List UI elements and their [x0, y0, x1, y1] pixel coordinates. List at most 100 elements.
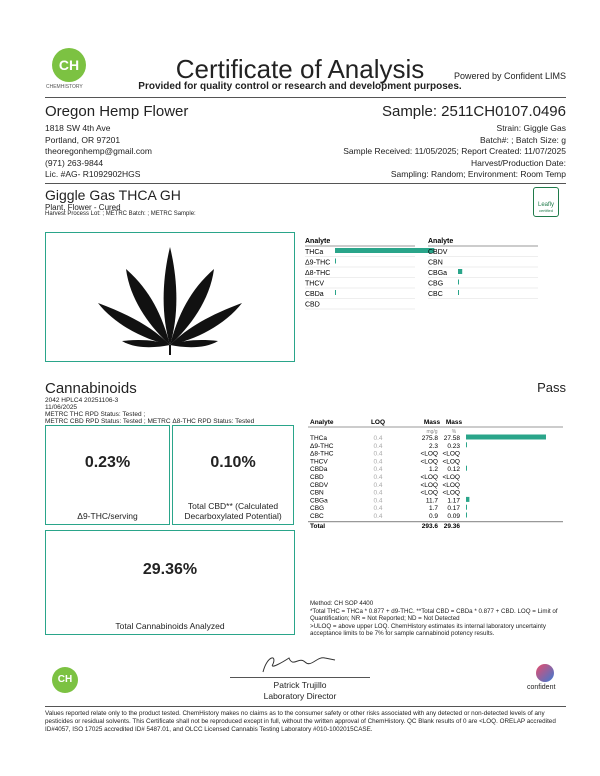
cell: 0.9 [429, 513, 438, 520]
cell: 27.58 [444, 435, 461, 442]
cell: <LOQ [442, 474, 460, 481]
summary-analyte: CBDV [428, 249, 448, 256]
line: Strain: Giggle Gas [496, 123, 566, 133]
title: Certificate of Analysis [175, 54, 425, 84]
box-value: 0.23% [84, 454, 131, 471]
cell: 0.4 [373, 451, 382, 458]
summary-header: Analyte [305, 238, 330, 245]
cell: THCa [310, 435, 327, 442]
cell: <LOQ [442, 482, 460, 489]
result-bar [466, 504, 467, 510]
cell: <LOQ [442, 451, 460, 458]
summary-bar [335, 258, 336, 264]
result-bar [466, 442, 467, 448]
box-label: Total Cannabinoids Analyzed [115, 621, 225, 631]
cell: 0.4 [373, 435, 382, 442]
summary-bar [335, 248, 435, 253]
result-bar [466, 512, 467, 518]
logo: CH [52, 48, 86, 82]
total-mass: 293.6 [422, 523, 439, 530]
summary-header: Analyte [428, 238, 453, 245]
leafly-badge: Leafly certified [533, 187, 559, 217]
column-header: Mass [424, 419, 441, 426]
line: 2042 HPLC4 20251106-3 [45, 397, 119, 404]
cell: <LOQ [442, 490, 460, 497]
cell: 1.17 [447, 497, 460, 504]
cell: 0.4 [373, 482, 382, 489]
product-lots: Harvest Process Lot: ; METRC Batch: ; ME… [45, 211, 196, 217]
cell: 0.09 [447, 513, 460, 520]
cell: Δ8-THC [310, 451, 334, 458]
result-bar [466, 465, 467, 471]
summary-analyte: CBC [428, 291, 443, 298]
box-label: Total CBD** (Calculated Decarboxylated P… [184, 501, 282, 521]
cell: 1.2 [429, 466, 438, 473]
cell: 0.4 [373, 505, 382, 512]
rule [45, 183, 566, 184]
cell: 0.4 [373, 497, 382, 504]
cell: CBD [310, 474, 324, 481]
box-value: 29.36% [142, 561, 198, 578]
result-box: 29.36% Total Cannabinoids Analyzed [45, 530, 295, 635]
cell: CBDV [310, 482, 329, 489]
line: 11/06/2025 [45, 404, 78, 411]
cell: 0.4 [373, 466, 382, 473]
cell: <LOQ [420, 490, 438, 497]
image-box [45, 232, 295, 362]
column-header: Mass [446, 419, 463, 426]
subtitle: Provided for quality control or research… [138, 81, 462, 92]
cell: 0.4 [373, 474, 382, 481]
line: >ULOQ = above upper LOQ. ChemHistory est… [310, 622, 546, 638]
cell: <LOQ [420, 482, 438, 489]
summary-analyte: CBDa [305, 291, 324, 298]
section-title: Cannabinoids [45, 380, 137, 397]
box-value: 0.10% [210, 454, 256, 471]
run-info: 2042 HPLC4 20251106-3 11/06/2025 METRC THC… [45, 397, 254, 425]
line: Portland, OR 97201 [45, 134, 121, 145]
badge-text: Leafly [537, 202, 554, 208]
summary-analyte: Δ9-THC [305, 260, 330, 267]
sign-line [230, 677, 370, 678]
cell: 0.12 [447, 466, 460, 473]
cell: CBDa [310, 466, 328, 473]
rule [45, 97, 566, 98]
total-pct: 29.36 [444, 523, 461, 530]
summary-analyte: CBG [428, 281, 443, 288]
line: Sample Received: 11/05/2025; Report Crea… [343, 146, 566, 156]
line: Harvest/Production Date: [471, 157, 566, 168]
line: 1818 SW 4th Ave [45, 123, 111, 133]
product-name: Giggle Gas THCA GH [45, 187, 181, 203]
result-box: 0.10% Total CBD** (Calculated Decarboxyla… [172, 425, 294, 525]
summary-bar [458, 269, 463, 274]
cell: 1.7 [429, 505, 438, 512]
result-box: 0.23% Δ9-THC/serving [45, 425, 170, 525]
partner-icon [536, 664, 554, 682]
cell: 0.17 [447, 505, 460, 512]
cell: CBGa [310, 497, 328, 504]
unit: % [452, 429, 457, 435]
result-bar [466, 496, 470, 502]
cell: 0.4 [373, 490, 382, 497]
status: Pass [537, 380, 566, 395]
client-name: Oregon Hemp Flower [45, 103, 189, 120]
cell: THCV [310, 458, 328, 465]
partner-name: confident [527, 684, 556, 691]
signature [262, 657, 336, 673]
signer-name: Patrick Trujillo [273, 680, 327, 690]
cell: <LOQ [420, 451, 438, 458]
leaf-icon [98, 247, 242, 355]
cell: 0.23 [447, 443, 460, 450]
column-header: LOQ [371, 419, 385, 426]
line: (971) 263-9844 [45, 157, 104, 168]
line: Method: CH SOP 4400 [310, 600, 374, 607]
powered-by: Powered by Confident LIMS [453, 71, 566, 81]
cell: 0.4 [373, 458, 382, 465]
summary-bar [458, 290, 459, 295]
summary-analyte: THCa [305, 249, 323, 256]
logo-name: CHEMHISTORY [46, 84, 83, 90]
cell: CBC [310, 513, 324, 520]
cell: 0.4 [373, 513, 382, 520]
total-label: Total [310, 523, 325, 530]
cell: 2.3 [429, 443, 438, 450]
